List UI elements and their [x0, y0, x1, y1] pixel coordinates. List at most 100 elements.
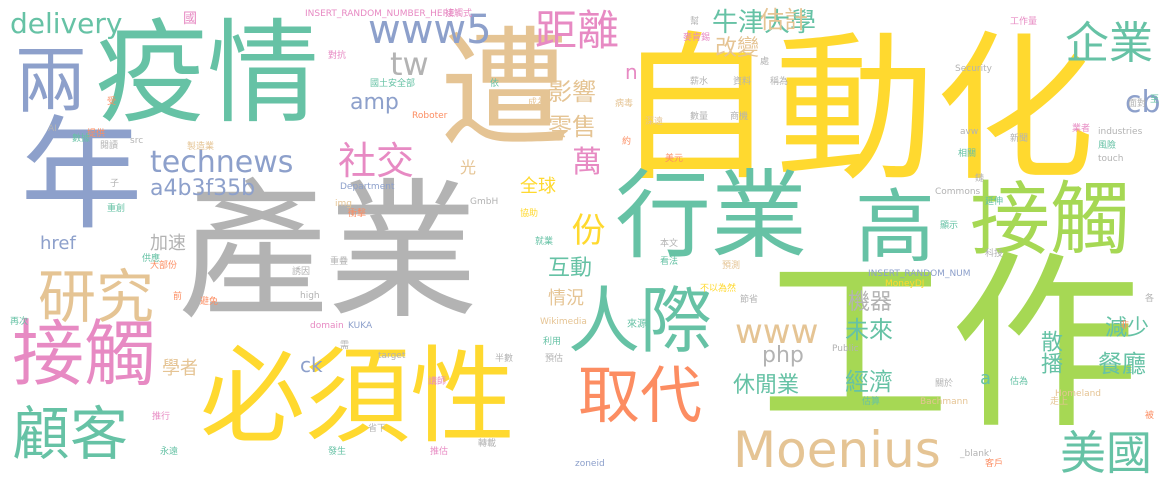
word-tuigu: 推估 — [430, 447, 449, 457]
word-banshu: 半數 — [495, 354, 514, 364]
word-gongzuo: 工作 — [760, 234, 1141, 455]
word-shejiao: 社交 — [338, 139, 415, 183]
word-zhongdie: 重疊 — [330, 257, 349, 267]
word-a: a — [980, 368, 992, 389]
word-lian: 鏈 — [975, 174, 985, 184]
word-ai: AI — [48, 124, 57, 134]
word-moenius: Moenius — [733, 421, 941, 479]
word-niujin: 牛津大學 — [712, 8, 817, 38]
word-mianduei: 面對 — [1128, 99, 1147, 109]
word-shuliang: 數量 — [690, 112, 709, 122]
word-jiqi: 機器 — [848, 290, 893, 315]
word-benwen: 本文 — [660, 239, 679, 249]
word-lingshou: 零售 — [548, 113, 596, 141]
word-liyong: 利用 — [543, 337, 562, 347]
word-roboter: Roboter — [412, 111, 448, 121]
word-daibufen: 大部份 — [150, 261, 178, 271]
word-yugu: 預估 — [545, 354, 564, 364]
word-shengxia: 省下 — [368, 424, 387, 434]
word-jiechu-2: 接觸 — [12, 312, 157, 396]
word-kehu: 客戶 — [985, 459, 1004, 469]
word-php: php — [762, 343, 804, 368]
word-blank: _blank' — [960, 449, 992, 459]
word-delivery: delivery — [10, 7, 123, 40]
word-jiechu-1: 接觸 — [970, 173, 1130, 266]
word-biesheng: 避免 — [200, 297, 219, 307]
word-insert2: INSERT_RANDOM_NUM — [868, 269, 971, 279]
word-gongying: 供應 — [142, 254, 161, 264]
word-buyiweiran: 不以為然 — [700, 284, 737, 294]
word-target: target — [378, 351, 406, 361]
word-liang: 兩 — [15, 39, 88, 123]
word-department: Department — [340, 182, 395, 192]
word-chongxin: 接觸式 — [445, 9, 473, 19]
word-shou: 受 — [107, 97, 117, 107]
word-laiyuan: 來源 — [627, 319, 647, 330]
word-qian: 前 — [173, 292, 183, 302]
word-sanbo: 散播 — [1037, 330, 1062, 374]
word-chongxie: 衝擊 — [348, 209, 367, 219]
word-yanshen: 延伸 — [985, 197, 1004, 207]
word-domain: domain — [310, 321, 344, 331]
word-guotu: 國土安全部 — [370, 79, 416, 89]
word-bachmann: Bachmann — [920, 397, 969, 407]
word-img: img — [335, 199, 352, 209]
word-high: high — [300, 291, 320, 301]
word-wikimedia: Wikimedia — [540, 317, 587, 327]
word-fen: 份 — [565, 212, 605, 246]
word-xu: 需 — [340, 341, 350, 351]
word-quanqiu: 全球 — [520, 176, 556, 197]
word-tuixing: 推行 — [152, 412, 171, 422]
word-weilai: 未來 — [845, 316, 893, 344]
word-zhi: 至 — [1150, 95, 1160, 105]
word-zhuanzai: 轉載 — [478, 439, 497, 449]
word-guwei: 估為 — [1010, 377, 1029, 387]
word-yongyuan: 永遠 — [160, 447, 179, 457]
word-meiguo: 美國 — [1060, 426, 1152, 480]
word-touch: touch — [1098, 154, 1124, 164]
word-juli: 距離 — [535, 6, 620, 55]
word-keji: 科技 — [985, 249, 1004, 259]
word-qiye: 企業 — [1065, 18, 1153, 69]
word-xinwen: 新聞 — [1010, 134, 1029, 144]
word-shenzhen: 深遠 — [645, 117, 664, 127]
word-chengwei2: 成為 — [528, 98, 547, 108]
word-public: Public — [832, 344, 859, 354]
word-qingkuang: 情況 — [548, 288, 584, 309]
word-guji: 估計 — [760, 6, 808, 34]
word-zoneid: zoneid — [575, 459, 605, 469]
word-xingye: 行業 — [615, 160, 807, 272]
word-avw: avw — [960, 127, 979, 137]
word-yue: 約 — [622, 137, 632, 147]
word-jiasu: 加速 — [150, 233, 186, 254]
word-cb: cb — [1125, 85, 1161, 120]
word-jianshao: 減少 — [1105, 316, 1150, 341]
word-zhizaoye: 製造業 — [187, 142, 215, 152]
word-xianshi: 顯示 — [940, 221, 959, 231]
word-shenshang: 麥肯錫 — [683, 33, 711, 43]
word-security: Security — [955, 64, 992, 74]
word-fengxian: 風險 — [1098, 141, 1117, 151]
word-homeland: Homeland — [1055, 389, 1102, 399]
word-yuedu: 閱讀 — [100, 141, 119, 151]
word-bixuxing: 必須性 — [200, 336, 516, 458]
word-ji: 幫 — [690, 17, 700, 27]
word-kuka: KUKA — [348, 321, 373, 331]
word-www: www — [735, 312, 819, 352]
word-canting: 餐廳 — [1098, 350, 1146, 378]
word-a4b3: a4b3f35b — [150, 176, 256, 201]
word-guang: 光 — [460, 158, 477, 177]
word-industries: industries — [1098, 127, 1143, 137]
word-xuezhe: 學者 — [162, 358, 198, 379]
word-renji: 人際 — [568, 279, 713, 363]
word-src: src — [130, 136, 144, 146]
word-kanfa: 看法 — [660, 257, 679, 267]
word-chongchuang: 重創 — [107, 204, 126, 214]
word-href: href — [40, 233, 76, 254]
word-gongzuoliang: 工作量 — [1010, 17, 1038, 27]
word-jiezou: 節省 — [740, 295, 759, 305]
word-faxian: 發生 — [328, 447, 347, 457]
word-chengwei: 稱為 — [770, 77, 789, 87]
word-commons: Commons — [935, 187, 981, 197]
